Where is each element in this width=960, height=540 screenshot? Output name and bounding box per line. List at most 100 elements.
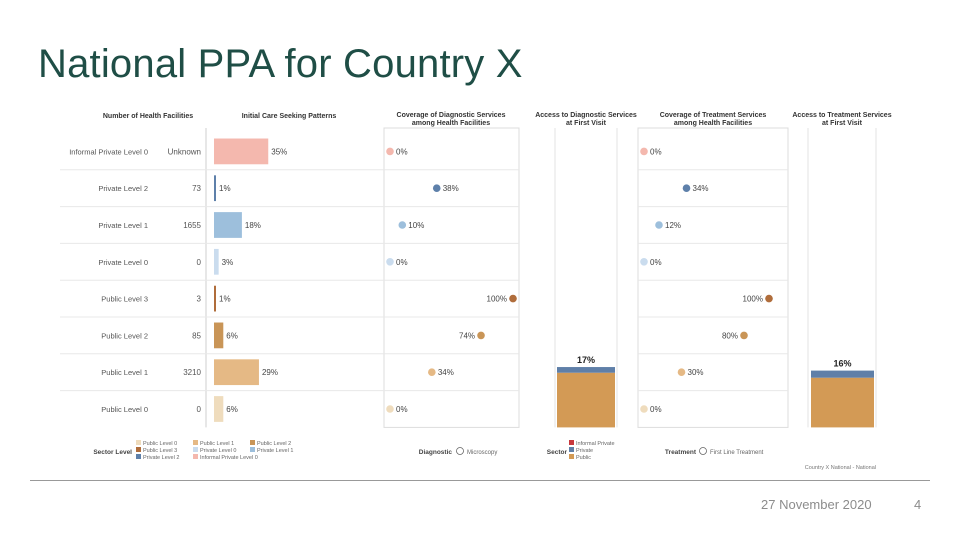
treat-coverage-dot bbox=[640, 405, 648, 413]
slide-title: National PPA for Country X bbox=[38, 42, 523, 86]
legend-sector-title: Sector bbox=[547, 449, 568, 456]
care-seeking-label: 6% bbox=[226, 331, 238, 340]
care-seeking-bar bbox=[214, 285, 216, 312]
care-seeking-bar bbox=[214, 359, 259, 386]
treat-access-total-label: 16% bbox=[833, 359, 851, 369]
treat-coverage-label: 0% bbox=[650, 147, 662, 156]
legend-label: Informal Private Level 0 bbox=[200, 455, 258, 461]
facility-count: 85 bbox=[192, 331, 201, 340]
legend-swatch bbox=[250, 440, 255, 445]
row-label: Private Level 1 bbox=[98, 221, 148, 230]
facility-count: 0 bbox=[197, 258, 202, 267]
care-seeking-bar bbox=[214, 175, 216, 202]
legend-label: Private Level 0 bbox=[200, 448, 236, 454]
diag-coverage-dot bbox=[398, 221, 407, 229]
row-label: Public Level 1 bbox=[101, 368, 148, 377]
legend-diagnostic-marker bbox=[456, 447, 464, 455]
care-seeking-label: 1% bbox=[219, 184, 231, 193]
legend-sector-label: Informal Private bbox=[576, 441, 615, 447]
diag-coverage-label: 100% bbox=[487, 295, 507, 304]
care-seeking-label: 18% bbox=[245, 221, 261, 230]
header-treat-access-line: Access to Treatment Services bbox=[792, 112, 891, 119]
legend-sector-label: Public bbox=[576, 455, 591, 461]
header-treat-coverage-line: among Health Facilities bbox=[674, 120, 752, 127]
legend-label: Private Level 1 bbox=[257, 448, 293, 454]
treat-access-private-segment bbox=[811, 370, 874, 378]
treat-coverage-label: 30% bbox=[688, 368, 704, 377]
header-diag-access-line: at First Visit bbox=[566, 120, 607, 127]
header-facilities: Number of Health Facilities bbox=[103, 113, 193, 120]
diag-access-total-label: 17% bbox=[577, 355, 595, 365]
row-label: Public Level 3 bbox=[101, 295, 148, 304]
diag-coverage-label: 74% bbox=[459, 331, 475, 340]
header-treat-coverage-line: Coverage of Treatment Services bbox=[660, 112, 767, 119]
legend-label: Public Level 2 bbox=[257, 441, 291, 447]
treat-coverage-label: 0% bbox=[650, 258, 662, 267]
footnote: Country X National - National bbox=[805, 465, 876, 471]
treat-coverage-label: 80% bbox=[722, 331, 738, 340]
facility-count: 73 bbox=[192, 184, 201, 193]
footer-divider bbox=[30, 480, 930, 481]
treat-coverage-dot bbox=[640, 147, 648, 156]
row-label: Public Level 0 bbox=[101, 405, 148, 414]
row-label: Private Level 2 bbox=[98, 184, 148, 193]
diag-coverage-dot bbox=[477, 331, 485, 340]
care-seeking-label: 1% bbox=[219, 295, 231, 304]
treat-coverage-frame bbox=[637, 127, 789, 428]
treat-coverage-dot bbox=[765, 294, 773, 303]
diag-coverage-dot bbox=[432, 184, 441, 192]
treat-coverage-label: 0% bbox=[650, 405, 662, 414]
facility-count: 3 bbox=[197, 295, 202, 304]
treat-coverage-dot bbox=[740, 331, 748, 340]
diag-coverage-dot bbox=[386, 147, 394, 156]
legend-treatment-label: First Line Treatment bbox=[710, 450, 764, 456]
legend-swatch bbox=[136, 454, 141, 459]
treat-coverage-label: 34% bbox=[693, 184, 709, 193]
header-diag-coverage-line: Coverage of Diagnostic Services bbox=[397, 112, 506, 119]
legend-diagnostic-label: Microscopy bbox=[467, 450, 497, 456]
row-label: Private Level 0 bbox=[98, 258, 148, 267]
diag-coverage-dot bbox=[509, 294, 517, 303]
row-label: Informal Private Level 0 bbox=[69, 147, 148, 156]
treat-coverage-dot bbox=[682, 184, 691, 192]
legend-label: Public Level 3 bbox=[143, 448, 177, 454]
legend-sector-label: Private bbox=[576, 448, 593, 454]
header-treat-access-line: at First Visit bbox=[822, 120, 863, 127]
diag-coverage-label: 0% bbox=[396, 147, 408, 156]
legend-label: Private Level 2 bbox=[143, 455, 179, 461]
legend-swatch bbox=[136, 440, 141, 445]
legend-swatch bbox=[193, 440, 198, 445]
legend-sector-swatch bbox=[569, 440, 574, 445]
diag-coverage-dot bbox=[386, 258, 394, 266]
care-seeking-bar bbox=[214, 138, 269, 165]
care-seeking-bar bbox=[214, 322, 224, 349]
legend-swatch bbox=[136, 447, 141, 452]
row-label: Public Level 2 bbox=[101, 331, 148, 340]
care-seeking-label: 6% bbox=[226, 405, 238, 414]
care-seeking-label: 3% bbox=[222, 258, 234, 267]
facility-count: Unknown bbox=[168, 147, 201, 156]
legend-label: Public Level 0 bbox=[143, 441, 177, 447]
diag-coverage-label: 0% bbox=[396, 405, 408, 414]
diag-coverage-frame bbox=[383, 127, 520, 428]
treat-coverage-dot bbox=[677, 368, 686, 377]
treat-coverage-dot bbox=[640, 258, 648, 266]
legend-treatment-title: Treatment bbox=[665, 449, 697, 456]
treat-coverage-dot bbox=[655, 221, 663, 229]
care-seeking-bar bbox=[214, 212, 242, 238]
diag-coverage-dot bbox=[428, 368, 436, 377]
legend-swatch bbox=[193, 454, 198, 459]
legend-sector-level-title: Sector Level bbox=[93, 449, 132, 456]
facility-count: 3210 bbox=[183, 368, 201, 377]
legend-swatch bbox=[250, 447, 255, 452]
diag-access-public-segment bbox=[557, 372, 615, 428]
diag-coverage-dot bbox=[386, 405, 394, 413]
footer-date: 27 November 2020 bbox=[761, 497, 872, 512]
care-seeking-label: 29% bbox=[262, 368, 278, 377]
diag-coverage-label: 0% bbox=[396, 258, 408, 267]
diag-coverage-label: 10% bbox=[408, 221, 424, 230]
diag-coverage-label: 34% bbox=[438, 368, 454, 377]
header-care-seeking: Initial Care Seeking Patterns bbox=[242, 113, 337, 120]
care-seeking-bar bbox=[214, 396, 224, 422]
treat-coverage-label: 100% bbox=[743, 295, 763, 304]
